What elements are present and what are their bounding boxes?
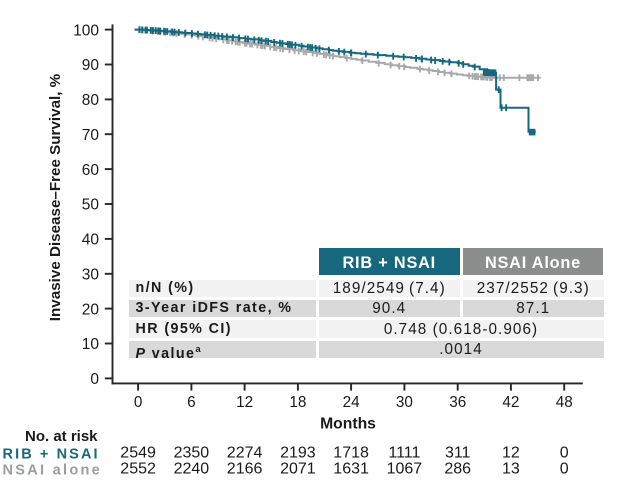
svg-text:NSAI alone: NSAI alone bbox=[3, 463, 103, 479]
svg-text:40: 40 bbox=[82, 232, 100, 249]
svg-text:0: 0 bbox=[90, 371, 99, 388]
svg-text:311: 311 bbox=[445, 445, 471, 462]
svg-text:2274: 2274 bbox=[227, 445, 263, 462]
svg-text:2166: 2166 bbox=[227, 461, 263, 478]
svg-text:1111: 1111 bbox=[388, 445, 420, 462]
svg-text:1718: 1718 bbox=[333, 445, 369, 462]
svg-text:70: 70 bbox=[82, 127, 100, 144]
svg-text:13: 13 bbox=[502, 461, 520, 478]
svg-text:50: 50 bbox=[82, 197, 100, 214]
svg-text:100: 100 bbox=[73, 22, 99, 39]
svg-text:12: 12 bbox=[236, 394, 253, 411]
svg-text:24: 24 bbox=[343, 394, 361, 411]
svg-text:80: 80 bbox=[82, 92, 100, 109]
svg-text:0: 0 bbox=[134, 394, 143, 411]
svg-text:No. at risk: No. at risk bbox=[25, 428, 98, 445]
svg-text:1631: 1631 bbox=[333, 461, 369, 478]
svg-text:42: 42 bbox=[502, 394, 519, 411]
svg-text:18: 18 bbox=[289, 394, 306, 411]
svg-text:RIB + NSAI: RIB + NSAI bbox=[3, 447, 100, 463]
svg-text:2240: 2240 bbox=[174, 461, 210, 478]
svg-text:1067: 1067 bbox=[387, 461, 423, 478]
svg-text:90: 90 bbox=[82, 57, 100, 74]
svg-text:286: 286 bbox=[444, 461, 471, 478]
svg-text:30: 30 bbox=[396, 394, 413, 411]
svg-text:36: 36 bbox=[449, 394, 466, 411]
svg-text:2552: 2552 bbox=[120, 461, 156, 478]
svg-text:6: 6 bbox=[187, 394, 196, 411]
svg-text:10: 10 bbox=[82, 336, 100, 353]
svg-text:20: 20 bbox=[82, 301, 100, 318]
svg-text:0: 0 bbox=[560, 461, 569, 478]
svg-text:30: 30 bbox=[82, 267, 100, 284]
svg-text:48: 48 bbox=[556, 394, 573, 411]
svg-text:Months: Months bbox=[320, 416, 376, 433]
svg-text:2549: 2549 bbox=[120, 445, 156, 462]
svg-text:0: 0 bbox=[560, 445, 569, 462]
svg-text:60: 60 bbox=[82, 162, 100, 179]
svg-text:2193: 2193 bbox=[280, 445, 316, 462]
svg-text:2071: 2071 bbox=[280, 461, 316, 478]
svg-text:2350: 2350 bbox=[174, 445, 210, 462]
svg-text:12: 12 bbox=[502, 445, 520, 462]
svg-text:Invasive Disease–Free Survival: Invasive Disease–Free Survival, % bbox=[47, 73, 64, 321]
